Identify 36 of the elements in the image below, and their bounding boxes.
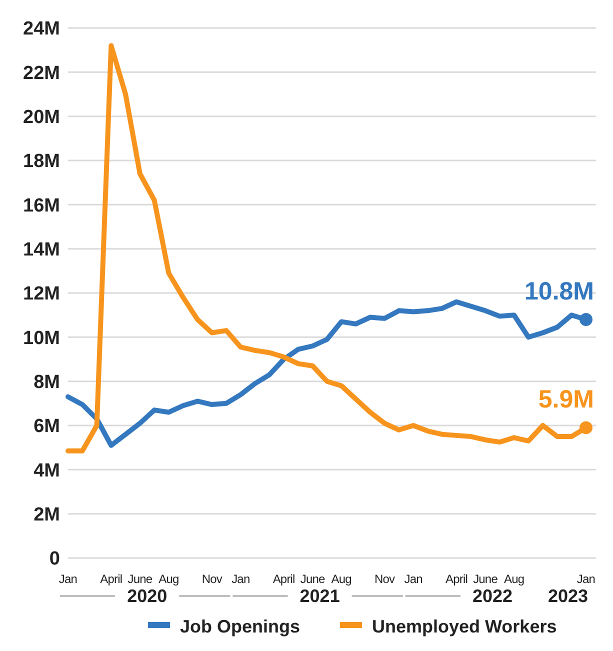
x-tick-label: June <box>473 572 498 586</box>
y-tick-label: 16M <box>23 195 60 216</box>
y-tick-label: 18M <box>23 151 60 172</box>
x-tick-label: Jan <box>232 572 250 586</box>
x-tick-label: April <box>272 572 295 586</box>
y-tick-label: 2M <box>34 504 60 526</box>
x-tick-label: Jan <box>58 572 78 586</box>
x-tick-label: Aug <box>158 572 179 586</box>
text: 2020 <box>127 586 168 606</box>
y-tick-label: 14M <box>23 239 60 260</box>
y-tick-label: 20M <box>23 106 60 128</box>
x-tick-label: Jan <box>404 572 422 586</box>
y-tick-label: 22M <box>23 62 60 84</box>
x-tick-label: April <box>100 572 122 586</box>
x-tick-label: Jan <box>576 572 596 586</box>
x-tick-label: June <box>128 572 153 586</box>
y-tick-label: 8M <box>34 372 60 393</box>
data-label: 10.8M <box>524 278 594 306</box>
x-tick-label: April <box>445 572 468 586</box>
text: 2022 <box>472 586 512 606</box>
y-tick-label: 0 <box>49 548 60 570</box>
y-tick-label: 4M <box>34 460 60 482</box>
legend-label: Unemployed Workers <box>372 616 557 636</box>
text: 2021 <box>300 586 340 606</box>
y-tick-label: 12M <box>23 284 60 305</box>
data-label: 5.9M <box>538 386 594 414</box>
x-tick-label: June <box>300 572 326 586</box>
text: 2023 <box>548 586 588 606</box>
y-tick-label: 10M <box>23 328 60 349</box>
y-tick-label: 24M <box>23 18 60 40</box>
y-tick-label: 6M <box>34 416 60 438</box>
x-tick-label: Nov <box>202 572 222 586</box>
legend-label: Job Openings <box>180 616 300 636</box>
x-tick-label: Aug <box>504 572 524 586</box>
x-tick-label: Aug <box>331 572 352 586</box>
x-tick-label: Nov <box>374 572 396 586</box>
